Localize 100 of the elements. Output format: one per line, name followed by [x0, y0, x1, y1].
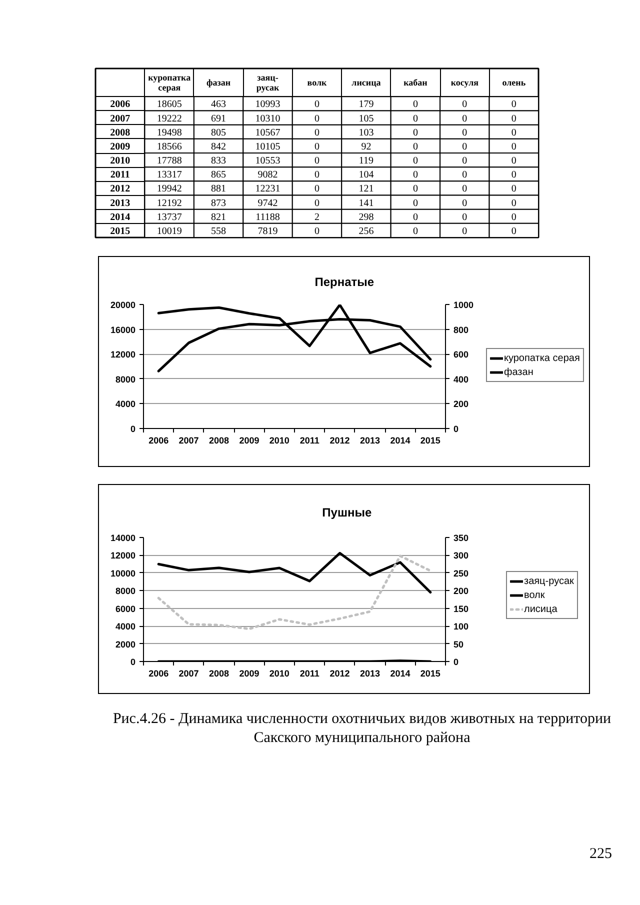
data-label: 0 — [511, 113, 516, 124]
y-tick-label: 20000 — [110, 300, 136, 310]
y-tick-label: 4000 — [115, 399, 136, 410]
y-tick-label: 2007 — [110, 113, 130, 124]
y-tick-label: 16000 — [110, 324, 136, 335]
chart-title: Пернатые — [314, 275, 374, 289]
x-tick-label: олень — [502, 78, 526, 88]
data-label: 18566 — [156, 141, 182, 152]
y-tick-label: 2009 — [110, 141, 130, 152]
y-tick-label: 8000 — [115, 586, 136, 596]
data-label: 105 — [358, 113, 374, 124]
data-label: 0 — [314, 127, 320, 138]
y2-tick-label: 600 — [454, 350, 469, 360]
y-tick-label: 2014 — [110, 212, 130, 223]
data-label: 18605 — [156, 99, 182, 110]
legend-label: куропатка серая — [504, 352, 580, 364]
data-label: 256 — [358, 226, 374, 237]
data-label: 0 — [412, 170, 418, 181]
data-label: 0 — [511, 127, 516, 138]
data-label: 12231 — [255, 184, 280, 195]
data-label: 0 — [412, 184, 418, 195]
y-tick-label: 6000 — [115, 604, 136, 614]
y-tick-label: 2010 — [110, 156, 130, 167]
data-label: 558 — [211, 226, 226, 237]
x-tick-label: 2012 — [330, 436, 350, 446]
data-label: 873 — [211, 198, 226, 209]
data-label: 0 — [511, 99, 516, 110]
data-label: 821 — [211, 212, 226, 223]
x-tick-label: 2014 — [390, 436, 410, 446]
chart-title: Пушные — [322, 506, 372, 520]
data-label: 19498 — [156, 127, 182, 138]
x-tick-label: лисица — [352, 78, 382, 88]
x-tick-label: 2010 — [269, 436, 290, 446]
data-label: 0 — [462, 113, 468, 124]
y2-tick-label: 0 — [454, 657, 459, 667]
y2-tick-label: 150 — [454, 604, 469, 614]
data-label: 0 — [412, 113, 418, 124]
x-tick-label: 2009 — [239, 436, 260, 446]
y-tick-label: 12000 — [110, 550, 136, 561]
data-label: 11188 — [256, 212, 280, 223]
x-tick-label: 2008 — [208, 436, 230, 446]
data-label: 881 — [211, 184, 226, 195]
data-label: 0 — [462, 198, 468, 209]
data-label: 121 — [358, 184, 374, 195]
data-label: 19222 — [156, 113, 182, 124]
data-label: 298 — [358, 212, 374, 223]
data-label: 92 — [361, 141, 372, 152]
data-label: 0 — [314, 141, 320, 152]
y-tick-label: 2000 — [115, 639, 136, 650]
y2-tick-label: 250 — [454, 568, 469, 578]
data-label: 0 — [462, 141, 468, 152]
data-label: 9742 — [258, 198, 278, 209]
x-tick-label: 2008 — [208, 668, 230, 678]
x-tick-label: 2013 — [360, 668, 380, 678]
data-label: 119 — [358, 156, 374, 167]
data-label: 805 — [211, 127, 226, 138]
y2-tick-label: 200 — [454, 586, 469, 596]
x-tick-label: 2011 — [300, 436, 320, 446]
data-label: 0 — [314, 184, 320, 195]
legend-label: волк — [524, 589, 545, 601]
data-label: 12192 — [156, 198, 182, 209]
data-label: 0 — [511, 184, 516, 195]
data-label: 7819 — [258, 226, 278, 237]
data-label: 0 — [412, 127, 418, 138]
y2-tick-label: 350 — [454, 533, 469, 543]
x-tick-label: 2006 — [148, 436, 169, 446]
data-label: 0 — [412, 141, 418, 152]
data-label: 0 — [511, 156, 516, 167]
x-tick-label: 2006 — [148, 668, 169, 678]
data-label: 0 — [412, 99, 418, 110]
data-label: 0 — [314, 113, 320, 124]
y-tick-label: 0 — [130, 657, 136, 667]
x-tick-label: 2010 — [269, 668, 290, 678]
x-tick-label: 2007 — [178, 436, 199, 446]
y-tick-label: 0 — [130, 424, 136, 434]
data-label: 0 — [511, 170, 516, 181]
y-tick-label: 8000 — [115, 374, 136, 384]
text: 225 — [588, 845, 612, 864]
legend-label: заяц-русак — [524, 575, 574, 587]
x-tick-label: 2014 — [390, 668, 410, 678]
y2-tick-label: 300 — [454, 550, 469, 561]
x-tick-label: 2007 — [178, 668, 199, 678]
data-label: 17788 — [156, 156, 182, 167]
data-label: 10567 — [255, 127, 280, 138]
data-label: 19942 — [156, 184, 182, 195]
x-tick-label: 2012 — [330, 668, 350, 678]
y-tick-label: 2013 — [110, 198, 130, 209]
y2-tick-label: 100 — [454, 622, 469, 632]
data-label: 0 — [462, 184, 468, 195]
data-label: 0 — [412, 226, 418, 237]
data-label: 179 — [358, 99, 374, 110]
y-tick-label: 2012 — [110, 184, 130, 195]
legend-label: лисица — [524, 603, 558, 615]
data-label: 0 — [412, 198, 418, 209]
data-label: 0 — [314, 156, 320, 167]
x-tick-label: волк — [307, 78, 328, 88]
data-label: 13737 — [156, 212, 182, 223]
data-label: 103 — [358, 127, 374, 138]
x-tick-label: косуля — [450, 78, 479, 88]
data-label: 0 — [462, 226, 468, 237]
